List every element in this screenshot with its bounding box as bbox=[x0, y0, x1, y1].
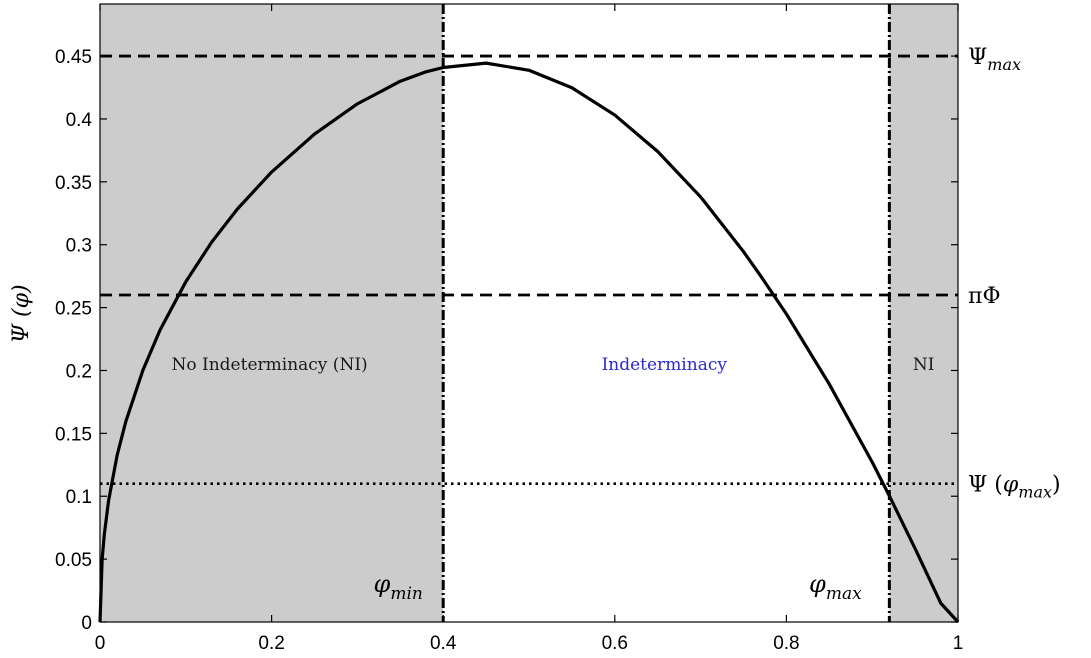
y-tick-label-3: 0.15 bbox=[55, 424, 92, 445]
y-tick-label-9: 0.45 bbox=[55, 47, 92, 68]
axis-tick-labels: 0 0.2 0.4 0.6 0.8 1 0 0.05 0.1 0.15 0.2 0.25 0.3 0.35… bbox=[55, 47, 963, 654]
plot-frame bbox=[99, 3, 959, 623]
region-label-indeterminacy: Indeterminacy bbox=[602, 355, 728, 375]
y-tick-label-1: 0.05 bbox=[55, 550, 92, 571]
x-tick-label-4: 0.8 bbox=[773, 633, 799, 654]
shaded-region-no-indeterminacy bbox=[100, 4, 444, 622]
hline-label-psi-phi-max: Ψ (φmax) bbox=[968, 473, 1061, 502]
hline-label-psi-max-sub: max bbox=[987, 55, 1021, 74]
axis-ticks bbox=[99, 4, 959, 623]
y-tick-label-8: 0.4 bbox=[66, 110, 93, 131]
region-label-ni: NI bbox=[913, 355, 935, 375]
x-tick-label-5: 1 bbox=[953, 633, 964, 654]
hline-label-pi-phi: πΦ bbox=[968, 284, 1001, 309]
x-tick-label-1: 0.2 bbox=[258, 633, 284, 654]
x-axis-label: φ bbox=[506, 652, 523, 658]
region-label-no-indeterminacy: No Indeterminacy (NI) bbox=[172, 355, 368, 375]
y-tick-label-4: 0.2 bbox=[66, 361, 92, 382]
x-tick-label-2: 0.4 bbox=[430, 633, 457, 654]
shaded-region-ni-right bbox=[889, 4, 958, 622]
vline-label-phi-max-sub: max bbox=[826, 584, 862, 604]
y-axis-label: Ψ (φ) bbox=[9, 284, 34, 343]
vline-label-phi-min-sub: min bbox=[390, 584, 423, 604]
x-tick-label-3: 0.6 bbox=[602, 633, 628, 654]
y-tick-label-2: 0.1 bbox=[66, 487, 92, 508]
x-tick-label-0: 0 bbox=[95, 633, 106, 654]
y-tick-label-0: 0 bbox=[81, 613, 92, 634]
y-tick-label-7: 0.35 bbox=[55, 173, 92, 194]
hline-label-psi-max: Ψmax bbox=[968, 45, 1021, 74]
y-tick-label-6: 0.3 bbox=[66, 236, 92, 257]
hline-label-psi-phi-max-sub: max bbox=[1018, 483, 1052, 502]
series-line-psi-curve bbox=[98, 61, 960, 624]
shaded-region-indeterminacy bbox=[443, 4, 890, 622]
y-tick-label-5: 0.25 bbox=[55, 299, 92, 320]
